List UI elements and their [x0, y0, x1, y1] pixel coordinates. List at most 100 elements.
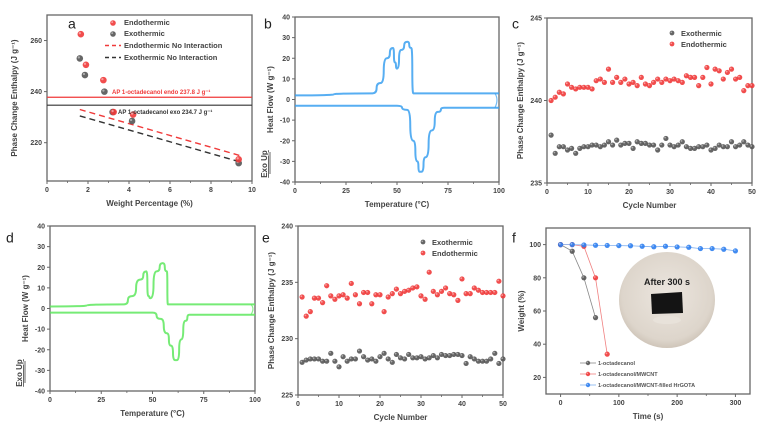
endo-point-shine	[349, 281, 352, 284]
endo-point	[467, 291, 473, 297]
endo-point	[704, 64, 710, 71]
exo-point-shine	[635, 140, 638, 142]
exo-point	[630, 145, 636, 151]
x-tick-label: 100	[493, 188, 505, 195]
exo-point-shine	[705, 143, 708, 146]
exo-point-shine	[329, 351, 331, 354]
x-tick-label: 6	[168, 187, 172, 194]
endo-point-shine	[742, 88, 744, 91]
endo-point-shine	[578, 85, 580, 88]
legend-marker	[585, 360, 591, 366]
endo-point	[455, 297, 461, 303]
series-point-shine	[733, 249, 736, 252]
endo-point	[720, 76, 726, 82]
endo-point-shine	[460, 277, 463, 280]
endo-point-shine	[427, 270, 430, 273]
endo-point	[356, 301, 363, 307]
series-point-shine	[663, 244, 666, 247]
exo-point-shine	[320, 359, 323, 362]
endo-point-shine	[701, 75, 703, 78]
endo-point-shine	[647, 83, 650, 86]
endo-point	[618, 79, 624, 85]
endo-point-shine	[476, 288, 479, 291]
exo-point-shine	[456, 352, 459, 355]
y-tick-label: 260	[30, 38, 42, 45]
series-line	[560, 244, 608, 355]
y-tick-label: 40	[533, 342, 541, 349]
x-tick-label: 300	[730, 400, 742, 407]
exo-point-shine	[569, 146, 572, 149]
exo-point	[500, 356, 506, 362]
endo-point-shine	[419, 294, 422, 296]
exo-point-shine	[738, 143, 740, 146]
endo-point-shine	[729, 67, 732, 70]
endo-point-shine	[746, 83, 749, 86]
exo-point	[569, 145, 575, 151]
panel-a: a 0 2 4 6 8 10 220 240 260 Weight Percentage (%) Ph…	[10, 14, 256, 208]
endo-point	[307, 309, 313, 315]
exo-point	[700, 144, 706, 150]
exo-point	[311, 356, 317, 362]
endo-point-shine	[374, 293, 377, 295]
exo-point-shine	[643, 141, 646, 144]
endo-point-shine	[549, 98, 552, 101]
endo-point-shine	[733, 77, 736, 80]
y-tick-label: 30	[37, 244, 45, 251]
exo-point	[581, 144, 587, 150]
exo-point-shine	[586, 145, 589, 147]
endo-point-shine	[717, 69, 720, 71]
x-tick-label: 2	[86, 187, 90, 194]
exo-point-shine	[390, 360, 393, 363]
x-tick-label: 50	[149, 397, 157, 404]
x-tick-label: 10	[248, 187, 256, 194]
endo-point-shine	[337, 294, 340, 296]
endo-point-shine	[333, 297, 336, 300]
endo-point-shine	[415, 285, 418, 287]
legend-exo-marker	[420, 239, 426, 245]
exo-point-shine	[398, 356, 401, 358]
exo-point-shine	[300, 360, 303, 363]
exo-point-shine	[439, 352, 442, 355]
x-tick-label: 25	[97, 397, 105, 404]
exo-point	[720, 144, 726, 150]
panel-d: d0 25 50 75 100403020100-10-20-30-40Temperat…	[6, 224, 261, 419]
endo-point-shine	[672, 77, 675, 80]
exo-point	[638, 140, 644, 146]
y-tick-label: 20	[282, 56, 290, 63]
exo-point	[447, 352, 453, 359]
endo-point	[484, 289, 490, 296]
plot-frame	[294, 16, 500, 183]
exo-point	[336, 364, 342, 370]
exo-point-shine	[312, 357, 315, 360]
endo-point	[630, 79, 636, 85]
y-tick-label: 40	[282, 15, 290, 22]
endo-point-shine	[394, 287, 397, 290]
endo-point-shine	[452, 293, 454, 295]
endo-point	[348, 280, 354, 287]
exo-point	[76, 55, 84, 62]
endo-point	[610, 79, 616, 85]
exo-point-shine	[325, 359, 327, 362]
endo-point	[430, 288, 436, 294]
endo-point	[696, 83, 702, 89]
exo-point	[597, 144, 603, 150]
exo-point-shine	[102, 89, 105, 92]
exo-point-shine	[561, 145, 564, 147]
series-point-shine	[570, 242, 573, 245]
endo-point-shine	[300, 295, 303, 298]
exo-point	[704, 142, 710, 148]
endo-point	[418, 293, 424, 299]
exo-point-shine	[378, 355, 381, 357]
exo-point	[577, 145, 583, 151]
endo-point-shine	[619, 80, 621, 83]
exo-point-shine	[402, 357, 405, 360]
endo-point	[397, 291, 404, 297]
legend-exo-marker-shine	[111, 32, 114, 35]
exo-point	[332, 358, 338, 364]
exo-point-shine	[341, 355, 344, 357]
endo-point-shine	[411, 286, 413, 289]
exo-point-shine	[419, 355, 422, 357]
endo-point	[373, 292, 379, 298]
y-tick-label: -40	[280, 180, 290, 187]
exo-point	[356, 348, 363, 354]
